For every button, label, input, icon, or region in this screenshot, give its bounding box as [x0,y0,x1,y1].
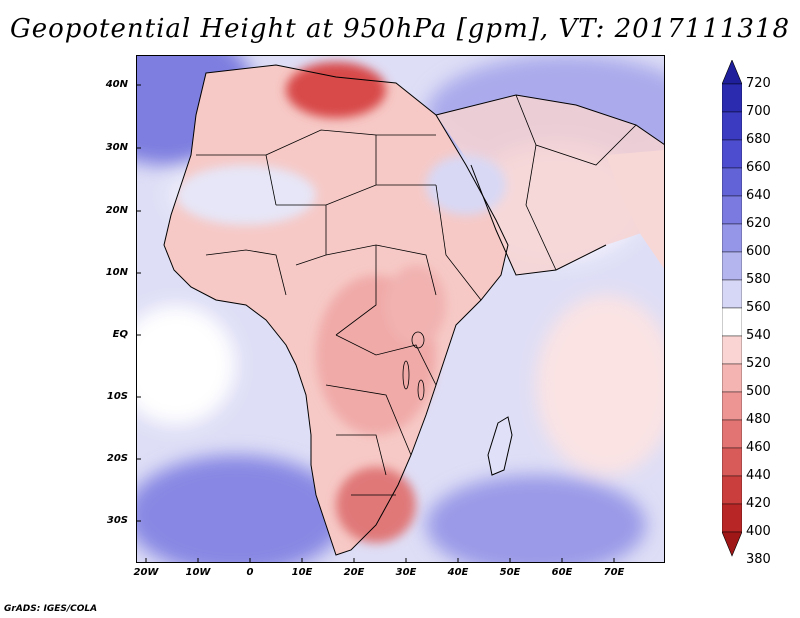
africa-coastline [163,64,509,556]
colorbar-label-520: 520 [746,356,771,371]
lon-label-0: 0 [246,567,254,578]
lat-label-eq: EQ [112,329,128,340]
colorbar-label-460: 460 [746,440,771,455]
region-borders [515,94,637,271]
colorbar-label-380: 380 [746,552,771,567]
colorbar-label-620: 620 [746,216,771,231]
colorbar-label-580: 580 [746,272,771,287]
ocean-neutral-atlantic [136,305,236,425]
lon-label-60e: 60E [551,567,573,578]
colorbar-label-540: 540 [746,328,771,343]
madagascar [487,416,513,476]
india-landmass [606,150,665,270]
low-pressure-mediterranean [286,62,386,118]
colorbar-label-560: 560 [746,300,771,315]
colorbar-segment [722,447,742,477]
grads-credit: GrADS: IGES/COLA [4,604,98,614]
lat-label-20n: 20N [105,205,128,216]
geopotential-map [136,55,665,563]
lon-label-20e: 20E [343,567,365,578]
africa-land-layer [163,62,665,556]
colorbar-segment [722,279,742,309]
colorbar-segment [722,167,742,197]
arabia-coastline [435,94,665,276]
colorbar-segment [722,83,742,113]
colorbar-segment [722,475,742,505]
colorbar-bottom-arrow [722,531,742,557]
lon-label-40e: 40E [447,567,469,578]
colorbar-segment [722,335,742,365]
lat-label-40n: 40N [105,79,128,90]
colorbar-segment [722,307,742,337]
ocean-neutral-indian [536,295,665,475]
high-pressure-sw [136,455,346,563]
colorbar-top-arrow [722,60,742,85]
lat-label-10n: 10N [105,267,128,278]
colorbar-label-700: 700 [746,104,771,119]
lat-label-30s: 30S [106,515,128,526]
lon-label-20w: 20W [133,567,159,578]
colorbar-label-440: 440 [746,468,771,483]
lon-label-70e: 70E [603,567,625,578]
colorbar-segment [722,363,742,393]
colorbar-segment [722,195,742,225]
colorbar-label-600: 600 [746,244,771,259]
lat-label-20s: 20S [106,453,128,464]
lat-label-10s: 10S [106,391,128,402]
colorbar-label-680: 680 [746,132,771,147]
colorbar-label-660: 660 [746,160,771,175]
lon-label-30e: 30E [395,567,417,578]
arabia-landmass [436,95,665,275]
country-borders [196,129,482,496]
colorbar-segment [722,139,742,169]
lon-label-10w: 10W [185,567,211,578]
lon-label-50e: 50E [499,567,521,578]
colorbar-segment [722,503,742,533]
colorbar-label-500: 500 [746,384,771,399]
colorbar-label-640: 640 [746,188,771,203]
colorbar-segment [722,391,742,421]
lat-ticks [136,84,141,522]
colorbar-segment [722,223,742,253]
high-pressure-se [426,475,646,563]
colorbar-segment [722,419,742,449]
sahara-cool [176,165,316,225]
colorbar-label-420: 420 [746,496,771,511]
map-frame [136,55,665,563]
chart-title: Geopotential Height at 950hPa [gpm], VT:… [9,14,791,44]
lat-label-30n: 30N [105,142,128,153]
great-lakes [402,331,425,401]
colorbar-label-400: 400 [746,524,771,539]
colorbar-segment [722,111,742,141]
colorbar-label-720: 720 [746,76,771,91]
low-pressure-east-africa [386,265,446,345]
egypt-cool [426,155,506,215]
colorbar [722,60,742,557]
lon-ticks [145,558,615,563]
colorbar-segment [722,251,742,281]
lon-label-10e: 10E [291,567,313,578]
low-pressure-southern-africa [336,467,416,543]
colorbar-label-480: 480 [746,412,771,427]
